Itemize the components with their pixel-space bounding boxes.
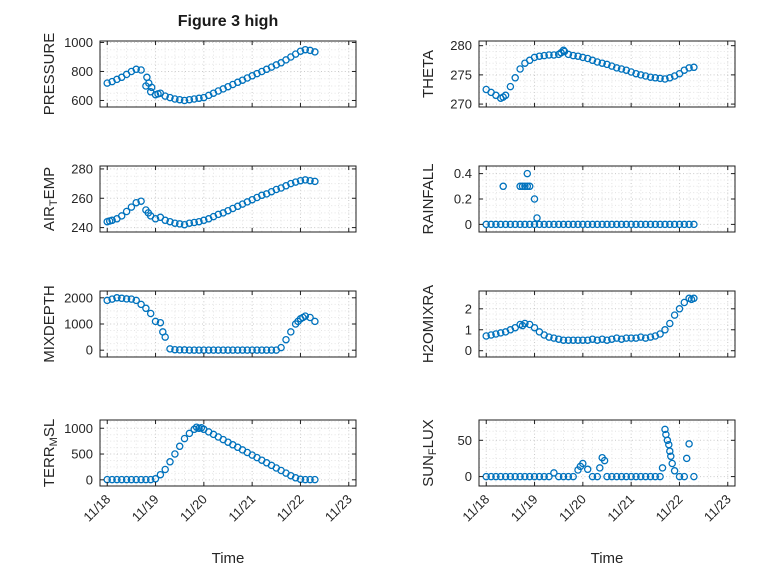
svg-text:11/21: 11/21 [604, 492, 637, 525]
y-tick-labels: 0 50 [458, 433, 472, 484]
svg-text:500: 500 [71, 447, 93, 462]
svg-text:11/19: 11/19 [129, 492, 162, 525]
svg-text:0: 0 [86, 343, 93, 358]
data-series-air-temp [103, 176, 319, 229]
svg-text:0: 0 [465, 469, 472, 484]
data-series-mixdepth [103, 294, 319, 354]
y-tick-labels: 240 260 280 [71, 161, 93, 235]
axis-box [99, 290, 357, 358]
svg-text:0: 0 [86, 472, 93, 487]
data-series-pressure [103, 45, 319, 105]
axis-box [478, 419, 736, 487]
svg-text:11/20: 11/20 [556, 492, 589, 525]
svg-text:1000: 1000 [64, 35, 93, 50]
axis-box [99, 419, 357, 487]
data-series-h2omixra [482, 294, 698, 344]
subplot-terr-msl: 0 500 1000 11/18 11/19 11/20 11/21 11/22 11/23 TE… [41, 419, 357, 525]
y-axis-label-sun-flux: SUNFLUX [420, 419, 439, 487]
grid-lines [479, 420, 735, 487]
data-series-terr-msl [103, 423, 319, 484]
svg-text:11/22: 11/22 [653, 492, 686, 525]
axis-box [99, 165, 357, 233]
svg-text:280: 280 [71, 161, 93, 176]
grid-lines [100, 41, 356, 107]
grid-lines [100, 166, 356, 232]
svg-text:240: 240 [71, 220, 93, 235]
y-tick-labels: 0 1 2 [465, 301, 472, 358]
svg-text:260: 260 [71, 191, 93, 206]
subplot-rainfall: 0 0.2 0.4 RAINFALL [420, 164, 736, 235]
svg-text:1: 1 [465, 322, 472, 337]
svg-text:11/23: 11/23 [322, 492, 355, 525]
subplot-h2omixra: 0 1 2 H2OMIXRA [420, 285, 736, 363]
data-series-theta [482, 46, 698, 102]
axis-box [478, 40, 736, 108]
svg-text:11/20: 11/20 [177, 492, 210, 525]
subplot-theta: 270 275 280 THETA [420, 38, 736, 112]
svg-text:2000: 2000 [64, 290, 93, 305]
y-axis-label-theta: THETA [420, 50, 437, 98]
svg-text:0.2: 0.2 [454, 192, 472, 207]
y-tick-labels: 0 1000 2000 [64, 290, 93, 357]
svg-text:11/21: 11/21 [225, 492, 258, 525]
axis-box [478, 165, 736, 233]
svg-text:0.4: 0.4 [454, 166, 472, 181]
y-axis-label-h2omixra: H2OMIXRA [420, 285, 437, 363]
y-tick-labels: 270 275 280 [450, 38, 472, 111]
x-tick-labels: 11/18 11/19 11/20 11/21 11/22 11/23 [459, 492, 733, 525]
svg-text:50: 50 [458, 433, 472, 448]
data-series-rainfall [482, 169, 698, 229]
svg-text:0: 0 [465, 343, 472, 358]
svg-text:11/23: 11/23 [701, 492, 734, 525]
y-axis-label-mixdepth: MIXDEPTH [41, 285, 58, 363]
grid-lines [479, 291, 735, 357]
x-tick-labels: 11/18 11/19 11/20 11/21 11/22 11/23 [80, 492, 354, 525]
subplot-air-temp: 240 260 280 AIRTEMP [41, 161, 357, 235]
grid-lines [100, 290, 356, 358]
svg-text:800: 800 [71, 64, 93, 79]
figure-title: Figure 3 high [177, 13, 279, 30]
svg-text:275: 275 [450, 67, 472, 82]
x-axis-label-left: Time [211, 550, 245, 567]
svg-text:11/18: 11/18 [80, 492, 113, 525]
svg-text:11/18: 11/18 [459, 492, 492, 525]
y-axis-label-air-temp: AIRTEMP [41, 167, 60, 231]
data-series-sun-flux [482, 425, 698, 481]
y-axis-label-terr-msl: TERRMSL [41, 419, 60, 487]
svg-text:1000: 1000 [64, 421, 93, 436]
svg-text:1000: 1000 [64, 317, 93, 332]
y-tick-labels: 600 800 1000 [64, 35, 93, 108]
y-axis-label-pressure: PRESSURE [41, 33, 58, 116]
svg-text:11/19: 11/19 [508, 492, 541, 525]
grid-lines [100, 420, 356, 486]
x-axis-label-right: Time [590, 550, 624, 567]
svg-text:11/22: 11/22 [274, 492, 307, 525]
subplot-pressure: 600 800 1000 PRESSURE [41, 33, 357, 116]
y-tick-labels: 0 500 1000 [64, 421, 93, 488]
svg-text:280: 280 [450, 38, 472, 53]
axis-box [478, 290, 736, 358]
svg-text:0: 0 [465, 217, 472, 232]
svg-text:600: 600 [71, 93, 93, 108]
y-axis-label-rainfall: RAINFALL [420, 164, 437, 235]
subplot-mixdepth: 0 1000 2000 MIXDEPTH [41, 285, 357, 363]
svg-text:270: 270 [450, 97, 472, 112]
y-tick-labels: 0 0.2 0.4 [454, 166, 472, 232]
svg-text:2: 2 [465, 301, 472, 316]
subplot-sun-flux: 0 50 11/18 11/19 11/20 11/21 11/22 11/23 SUNFLUX [420, 419, 736, 525]
axis-box [99, 40, 357, 108]
